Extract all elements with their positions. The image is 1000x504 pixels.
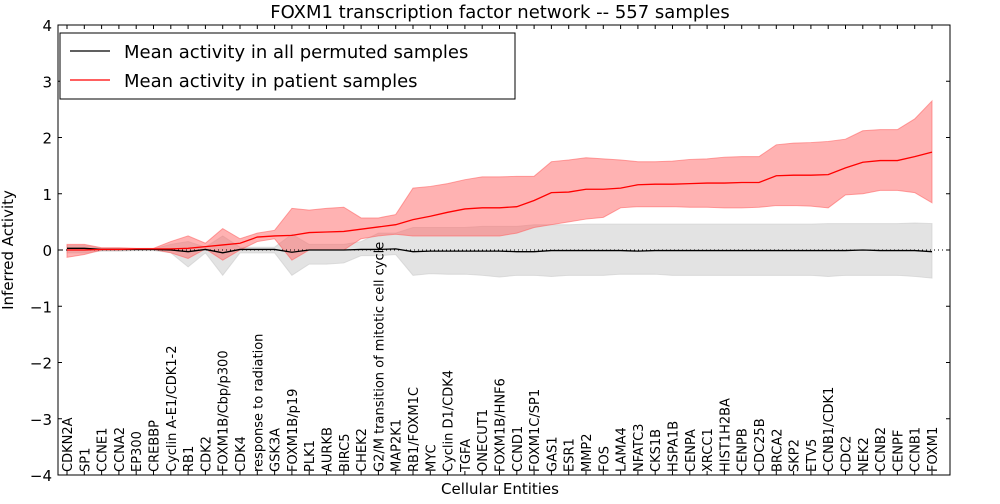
x-tick-label: CCNB2 [874,427,889,472]
x-tick-label: MYC [424,444,439,472]
x-tick-label: CCNB1 [909,427,924,472]
chart-title: FOXM1 transcription factor network -- 55… [270,2,730,23]
x-tick-label: FOXM1 [926,427,941,472]
x-tick-label: Cyclin D1/CDK4 [442,370,457,472]
x-tick-label: MAP2K1 [390,419,405,472]
x-tick-label: ONECUT1 [476,409,491,472]
y-tick-label: −2 [30,355,52,373]
y-tick-label: 3 [42,73,52,91]
x-tick-label: EP300 [130,431,145,472]
x-tick-label: BIRC5 [338,434,353,473]
x-tick-label: ESR1 [563,438,578,472]
x-tick-label: FOS [597,446,612,472]
x-tick-label: CCNB1/CDK1 [822,387,837,472]
x-tick-label: HSPA1B [667,421,682,472]
x-tick-label: CDK2 [199,436,214,472]
x-tick-label: CHEK2 [355,428,370,472]
x-tick-label: NFATC3 [632,424,647,472]
x-tick-label: CDC25B [753,418,768,472]
x-tick-label: response to radiation [251,334,266,472]
x-tick-label: CCND1 [511,426,526,472]
x-tick-label: GSK3A [269,428,284,472]
legend: Mean activity in all permuted samples Me… [60,33,515,99]
y-tick-label: 2 [42,130,52,148]
x-tick-label: FOXM1C/SP1 [528,389,543,472]
x-tick-label: PLK1 [303,440,318,472]
x-tick-label: NEK2 [857,437,872,472]
x-tick-label: CREBBP [148,420,163,472]
x-tick-label: TGFA [459,439,474,473]
x-tick-label: G2/M transition of mitotic cell cycle [372,242,387,472]
x-tick-label: CDKN2A [61,417,76,472]
y-tick-label: −3 [30,411,52,429]
x-tick-label: CDK4 [234,436,249,472]
x-tick-label: CKS1B [649,429,664,472]
legend-label-patient: Mean activity in patient samples [124,71,418,92]
x-tick-label: RB1 [182,446,197,472]
y-axis-label: Inferred Activity [0,190,17,310]
y-tick-label: −4 [30,467,52,485]
x-tick-label: MMP2 [580,433,595,472]
x-tick-label: CENPB [736,428,751,472]
legend-label-permuted: Mean activity in all permuted samples [124,42,468,63]
x-tick-label: CENPF [891,430,906,472]
y-tick-label: 0 [42,242,52,260]
x-tick-label: BRCA2 [770,428,785,472]
x-tick-label: Cyclin A-E1/CDK1-2 [165,345,180,472]
x-tick-label: FOXM1B/p19 [286,389,301,472]
x-tick-label: FOXM1B/Cbp/p300 [217,350,232,472]
y-tick-label: 1 [42,186,52,204]
x-tick-label: AURKB [321,427,336,472]
x-tick-label: CDC2 [840,436,855,472]
x-tick-label: LAMA4 [615,427,630,472]
x-tick-label: RB1/FOXM1C [407,387,422,472]
x-tick-label: CCNE1 [96,428,111,472]
x-tick-label: SP1 [78,448,93,472]
y-tick-label: 4 [42,17,52,35]
x-tick-label: HIST1H2BA [718,398,733,472]
x-tick-label: ETV5 [805,439,820,472]
x-tick-label: FOXM1B/HNF6 [494,378,509,472]
x-tick-label: SKP2 [788,439,803,472]
x-tick-label: CENPA [684,429,699,472]
x-tick-label: XRCC1 [701,428,716,472]
y-tick-label: −1 [30,298,52,316]
x-tick-label: CCNA2 [113,427,128,472]
x-tick-label: GAS1 [545,437,560,473]
x-axis-label: Cellular Entities [441,480,559,498]
